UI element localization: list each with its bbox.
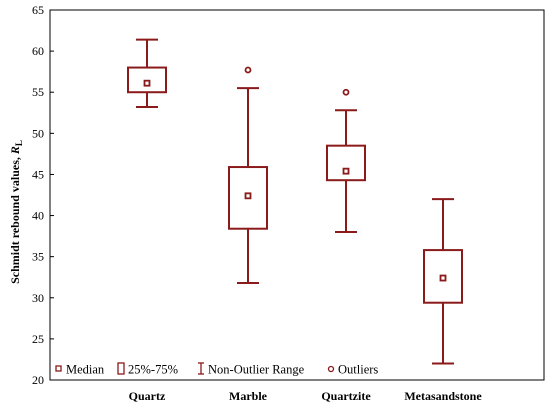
plot-frame [49, 9, 545, 381]
x-category-label: Metasandstone [404, 389, 482, 403]
median-marker [244, 192, 252, 200]
y-tick-label: 20 [32, 373, 44, 387]
x-axis: Quartz Marble Quartzite Metasandstone [129, 389, 483, 403]
box-group-metasandstone [423, 198, 463, 365]
y-tick-label: 55 [32, 85, 44, 99]
y-tick-label: 40 [32, 209, 44, 223]
x-category-label: Quartz [129, 389, 166, 403]
legend-label: Median [66, 363, 105, 377]
box-group-quartz [127, 38, 167, 109]
y-axis-label-symbol: R [8, 146, 22, 155]
x-category-label: Marble [229, 389, 268, 403]
y-tick-label: 35 [32, 250, 44, 264]
legend-item: 25%-75% [117, 362, 178, 377]
median-marker [439, 274, 447, 282]
legend-median-symbol [55, 365, 62, 372]
legend-label: Non-Outlier Range [208, 363, 305, 377]
legend-label: 25%-75% [128, 363, 178, 377]
outlier-point [244, 66, 252, 74]
y-axis-label: Schmidt rebound values, RL [8, 140, 24, 284]
legend-label: Outliers [338, 363, 378, 377]
median-marker [342, 167, 350, 175]
y-tick-label: 30 [32, 291, 44, 305]
legend-item: Median [55, 363, 105, 377]
legend-outlier-symbol [327, 365, 335, 373]
box-series [127, 38, 463, 365]
y-axis: 20 25 30 35 40 45 50 55 60 65 [32, 3, 54, 387]
median-marker [143, 79, 151, 87]
x-category-label: Quartzite [321, 389, 371, 403]
y-tick-label: 25 [32, 332, 44, 346]
y-axis-label-text: Schmidt rebound values, [8, 154, 22, 284]
y-axis-label-subscript: L [14, 140, 24, 146]
legend-item: Non-Outlier Range [198, 362, 305, 377]
legend: Median 25%-75% Non-Outlier Range Outliers [55, 362, 378, 377]
iqr-box [326, 144, 366, 182]
legend-item: Outliers [327, 363, 378, 377]
legend-box-symbol [117, 362, 125, 375]
y-tick-label: 45 [32, 167, 44, 181]
y-tick-label: 50 [32, 126, 44, 140]
y-tick-label: 60 [32, 44, 44, 58]
box-group-quartzite [326, 88, 366, 233]
y-tick-label: 65 [32, 3, 44, 17]
outlier-point [342, 88, 350, 96]
box-group-marble [228, 66, 268, 284]
plot-frame-border [49, 9, 545, 381]
